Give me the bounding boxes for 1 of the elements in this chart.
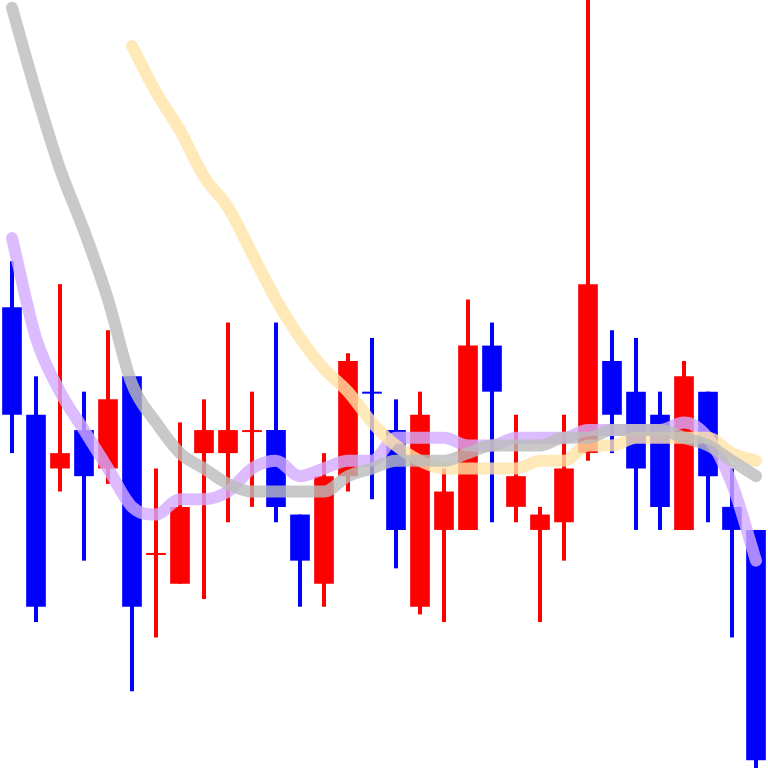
candlestick bbox=[146, 468, 166, 638]
